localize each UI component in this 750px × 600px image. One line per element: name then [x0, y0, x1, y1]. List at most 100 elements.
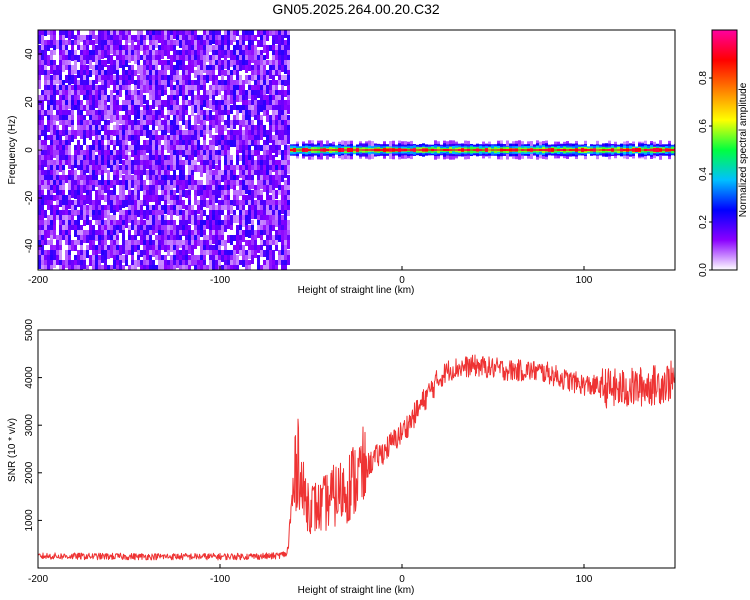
spectrogram-cell	[116, 90, 119, 95]
spectrogram-cell	[197, 65, 200, 74]
spectrogram-cell	[62, 200, 65, 209]
spectrogram-cell	[287, 55, 290, 64]
spectrogram-cell	[68, 55, 71, 62]
spectrogram-cell	[128, 160, 131, 170]
spectrogram-cell	[98, 235, 101, 243]
spectrogram-cell	[233, 170, 236, 175]
spectrogram-cell	[92, 175, 95, 181]
spectrogram-cell	[173, 125, 176, 132]
spectrogram-cell	[287, 95, 290, 101]
spectrogram-cell	[41, 190, 44, 199]
spectrogram-cell	[161, 255, 164, 262]
spectrogram-cells	[38, 30, 675, 270]
spectrogram-cell	[218, 135, 221, 143]
spectrogram-cell	[89, 60, 92, 69]
spectrogram-band-cell	[662, 149, 665, 151]
spectrogram-band-cell	[317, 149, 320, 151]
spectrogram-cell	[188, 170, 191, 178]
spectrogram-cell	[188, 185, 191, 191]
spectrogram-cell	[71, 225, 74, 230]
spectrogram-cell	[59, 240, 62, 245]
spectrogram-cell	[266, 180, 269, 185]
spectrogram-cell	[104, 160, 107, 167]
spectrogram-cell	[155, 65, 158, 73]
spectrogram-cell	[62, 120, 65, 127]
spectrogram-cell	[71, 70, 74, 79]
spectrogram-cell	[104, 150, 107, 158]
spectrogram-cell	[62, 100, 65, 106]
spectrogram-cell	[101, 100, 104, 110]
spectrogram-cell	[206, 90, 209, 98]
spectrogram-cell	[155, 175, 158, 181]
spectrogram-cell	[149, 160, 152, 167]
spectrogram-band-cell	[386, 148, 389, 152]
spectrogram-cell	[161, 120, 164, 128]
spectrogram-cell	[275, 230, 278, 235]
spectrogram-cell	[209, 225, 212, 232]
spectrogram-cell	[152, 30, 155, 35]
spectrogram-y-tick-label: -20	[24, 190, 35, 205]
spectrogram-cell	[101, 160, 104, 165]
spectrogram-cell	[191, 85, 194, 90]
spectrogram-cell	[245, 90, 248, 97]
spectrogram-cell	[218, 170, 221, 177]
spectrogram-band-cell	[335, 149, 338, 151]
spectrogram-cell	[281, 170, 284, 178]
spectrogram-cell	[110, 155, 113, 161]
spectrogram-cell	[125, 200, 128, 207]
spectrogram-cell	[62, 80, 65, 89]
spectrogram-cell	[236, 245, 239, 254]
spectrogram-cell	[101, 265, 104, 270]
spectrogram-cell	[260, 60, 263, 69]
snr-x-label: Height of straight line (km)	[298, 585, 415, 596]
spectrogram-cell	[128, 85, 131, 93]
spectrogram-x-tick-label: -100	[210, 275, 230, 286]
spectrogram-cell	[230, 200, 233, 205]
spectrogram-cell	[245, 210, 248, 217]
spectrogram-cell	[92, 225, 95, 231]
spectrogram-cell	[257, 155, 260, 164]
spectrogram-cell	[230, 80, 233, 88]
spectrogram-cell	[194, 40, 197, 46]
spectrogram-cell	[269, 155, 272, 162]
spectrogram-cell	[218, 80, 221, 89]
spectrogram-cell	[101, 165, 104, 170]
spectrogram-cell	[62, 265, 65, 270]
spectrogram-cell	[53, 45, 56, 52]
spectrogram-band-cell	[494, 149, 497, 151]
spectrogram-cell	[233, 255, 236, 262]
spectrogram-cell	[146, 125, 149, 132]
spectrogram-cell	[215, 150, 218, 156]
spectrogram-cell	[125, 125, 128, 130]
spectrogram-cell	[62, 30, 65, 39]
spectrogram-cell	[173, 65, 176, 73]
spectrogram-cell	[164, 225, 167, 230]
spectrogram-cell	[116, 205, 119, 212]
spectrogram-cell	[116, 80, 119, 87]
spectrogram-cell	[104, 265, 107, 270]
spectrogram-cell	[95, 70, 98, 78]
spectrogram-cell	[278, 200, 281, 205]
spectrogram-cell	[170, 205, 173, 211]
spectrogram-cell	[125, 255, 128, 264]
spectrogram-cell	[98, 125, 101, 134]
spectrogram-cell	[272, 225, 275, 231]
spectrogram-cell	[95, 135, 98, 141]
spectrogram-cell	[53, 135, 56, 140]
spectrogram-cell	[44, 40, 47, 47]
spectrogram-band-cell	[638, 148, 641, 152]
spectrogram-cell	[221, 105, 224, 113]
spectrogram-cell	[41, 95, 44, 102]
spectrogram-cell	[158, 80, 161, 89]
spectrogram-cell	[140, 30, 143, 35]
snr-x-tick-label: 100	[576, 574, 593, 585]
spectrogram-cell	[128, 70, 131, 79]
spectrogram-cell	[245, 200, 248, 205]
spectrogram-x-tick-label: 0	[399, 275, 405, 286]
spectrogram-cell	[158, 210, 161, 219]
spectrogram-cell	[185, 95, 188, 101]
spectrogram-cell	[41, 155, 44, 162]
spectrogram-cell	[272, 110, 275, 115]
spectrogram-cell	[65, 205, 68, 210]
spectrogram-cell	[101, 85, 104, 92]
